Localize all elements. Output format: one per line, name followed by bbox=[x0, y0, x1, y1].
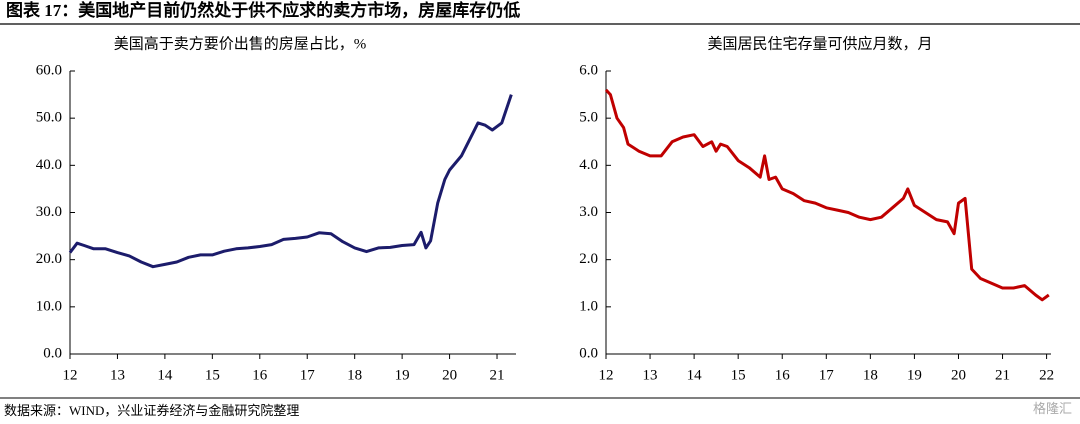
y-tick-label: 10.0 bbox=[36, 298, 62, 314]
x-tick-label: 20 bbox=[442, 367, 457, 383]
source: 数据来源：WIND，兴业证券经济与金融研究院整理 bbox=[4, 403, 299, 418]
data-line bbox=[604, 88, 1050, 302]
y-tick-label: 1.0 bbox=[579, 298, 598, 314]
x-tick-label: 21 bbox=[995, 367, 1010, 383]
figure-title: 图表 17：美国地产目前仍然处于供不应求的卖方市场，房屋库存仍低 bbox=[6, 0, 520, 20]
x-tick-label: 18 bbox=[863, 367, 878, 383]
x-tick-label: 17 bbox=[300, 367, 316, 383]
y-tick-label: 5.0 bbox=[579, 110, 598, 126]
chart-title: 美国高于卖方要价出售的房屋占比，% bbox=[114, 35, 367, 52]
chart-title: 美国居民住宅存量可供应月数，月 bbox=[707, 34, 932, 52]
x-tick-label: 13 bbox=[643, 367, 658, 383]
x-tick-label: 12 bbox=[63, 367, 78, 383]
x-tick-label: 22 bbox=[1039, 367, 1054, 383]
y-tick-label: 0.0 bbox=[579, 345, 598, 361]
x-tick-label: 15 bbox=[205, 367, 220, 383]
x-tick-label: 14 bbox=[687, 367, 703, 383]
x-tick-label: 19 bbox=[395, 367, 410, 383]
x-tick-label: 15 bbox=[731, 367, 746, 383]
x-tick-label: 12 bbox=[599, 367, 614, 383]
watermark: 格隆汇 bbox=[1033, 401, 1072, 416]
y-tick-label: 0.0 bbox=[43, 345, 62, 361]
x-tick-label: 21 bbox=[490, 367, 505, 383]
y-tick-label: 50.0 bbox=[36, 110, 62, 126]
y-tick-label: 30.0 bbox=[36, 204, 62, 220]
x-tick-label: 13 bbox=[110, 367, 125, 383]
y-tick-label: 2.0 bbox=[579, 251, 598, 267]
y-tick-label: 40.0 bbox=[36, 157, 62, 173]
y-tick-label: 20.0 bbox=[36, 251, 62, 267]
x-tick-label: 18 bbox=[347, 367, 362, 383]
x-tick-label: 17 bbox=[819, 367, 835, 383]
x-tick-label: 19 bbox=[907, 367, 922, 383]
y-tick-label: 6.0 bbox=[579, 62, 598, 78]
data-line bbox=[68, 94, 513, 269]
y-tick-label: 3.0 bbox=[579, 204, 598, 220]
x-tick-label: 16 bbox=[775, 367, 791, 383]
x-tick-label: 20 bbox=[951, 367, 966, 383]
y-tick-label: 60.0 bbox=[36, 62, 62, 78]
x-tick-label: 14 bbox=[157, 367, 173, 383]
x-tick-label: 16 bbox=[252, 367, 268, 383]
y-tick-label: 4.0 bbox=[579, 157, 598, 173]
